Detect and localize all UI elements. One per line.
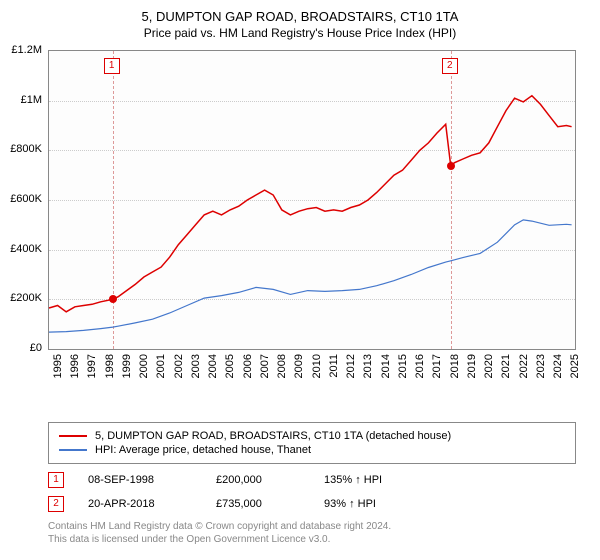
legend-row: 5, DUMPTON GAP ROAD, BROADSTAIRS, CT10 1… [59,429,565,443]
y-tick-label: £600K [10,193,42,205]
sale-row: 2 20-APR-2018 £735,000 93% ↑ HPI [48,492,576,516]
sale-date: 08-SEP-1998 [88,474,198,486]
x-tick-label: 2025 [569,354,581,378]
x-tick-label: 2010 [311,354,323,378]
x-tick-label: 2001 [155,354,167,378]
legend: 5, DUMPTON GAP ROAD, BROADSTAIRS, CT10 1… [48,422,576,464]
sale-date: 20-APR-2018 [88,498,198,510]
x-tick-label: 2000 [138,354,150,378]
x-tick-label: 1997 [86,354,98,378]
x-tick-label: 1996 [69,354,81,378]
x-tick-label: 2002 [173,354,185,378]
x-tick-label: 2014 [380,354,392,378]
x-tick-label: 2004 [207,354,219,378]
y-tick-label: £400K [10,243,42,255]
y-tick-label: £800K [10,143,42,155]
x-tick-label: 2012 [345,354,357,378]
sale-pct: 93% ↑ HPI [324,498,434,510]
sale-rows: 1 08-SEP-1998 £200,000 135% ↑ HPI 2 20-APR-20… [48,468,576,516]
series-hpi [49,220,572,332]
sale-price: £200,000 [216,474,306,486]
sale-marker-dot [109,295,117,303]
chart-subtitle: Price paid vs. HM Land Registry's House … [0,26,600,44]
sale-row: 1 08-SEP-1998 £200,000 135% ↑ HPI [48,468,576,492]
x-tick-label: 2017 [431,354,443,378]
x-tick-label: 2023 [535,354,547,378]
x-tick-label: 2019 [466,354,478,378]
x-tick-label: 1995 [52,354,64,378]
sale-price: £735,000 [216,498,306,510]
x-tick-label: 2024 [552,354,564,378]
x-tick-label: 2009 [293,354,305,378]
legend-row: HPI: Average price, detached house, Than… [59,443,565,457]
x-tick-label: 2020 [483,354,495,378]
sale-marker-box: 2 [442,58,458,74]
x-tick-label: 2022 [518,354,530,378]
sale-row-marker: 1 [48,472,64,488]
legend-swatch [59,435,87,437]
chart-area: £0£200K£400K£600K£800K£1M£1.2M 199519961… [48,50,576,380]
attribution-line-2: This data is licensed under the Open Gov… [48,533,576,546]
x-tick-label: 2006 [242,354,254,378]
attribution-line-1: Contains HM Land Registry data © Crown c… [48,520,576,533]
x-tick-label: 2008 [276,354,288,378]
sale-marker-box: 1 [104,58,120,74]
x-tick-label: 2018 [449,354,461,378]
line-series-svg [49,51,575,349]
legend-label: 5, DUMPTON GAP ROAD, BROADSTAIRS, CT10 1… [95,430,451,442]
x-tick-label: 2021 [500,354,512,378]
x-tick-label: 1998 [104,354,116,378]
y-tick-label: £0 [30,342,42,354]
x-tick-label: 2005 [224,354,236,378]
attribution: Contains HM Land Registry data © Crown c… [48,520,576,546]
sale-row-marker: 2 [48,496,64,512]
x-tick-label: 1999 [121,354,133,378]
x-tick-label: 2015 [397,354,409,378]
legend-label: HPI: Average price, detached house, Than… [95,444,311,456]
plot-region [48,50,576,350]
chart-title: 5, DUMPTON GAP ROAD, BROADSTAIRS, CT10 1… [0,0,600,26]
x-tick-label: 2003 [190,354,202,378]
sale-pct: 135% ↑ HPI [324,474,434,486]
x-tick-label: 2011 [328,354,340,378]
y-tick-label: £200K [10,292,42,304]
x-tick-label: 2007 [259,354,271,378]
y-tick-label: £1M [21,94,42,106]
legend-swatch [59,449,87,451]
sale-marker-dot [447,162,455,170]
y-tick-label: £1.2M [11,44,42,56]
series-price_paid [49,96,572,312]
x-tick-label: 2013 [362,354,374,378]
x-tick-label: 2016 [414,354,426,378]
